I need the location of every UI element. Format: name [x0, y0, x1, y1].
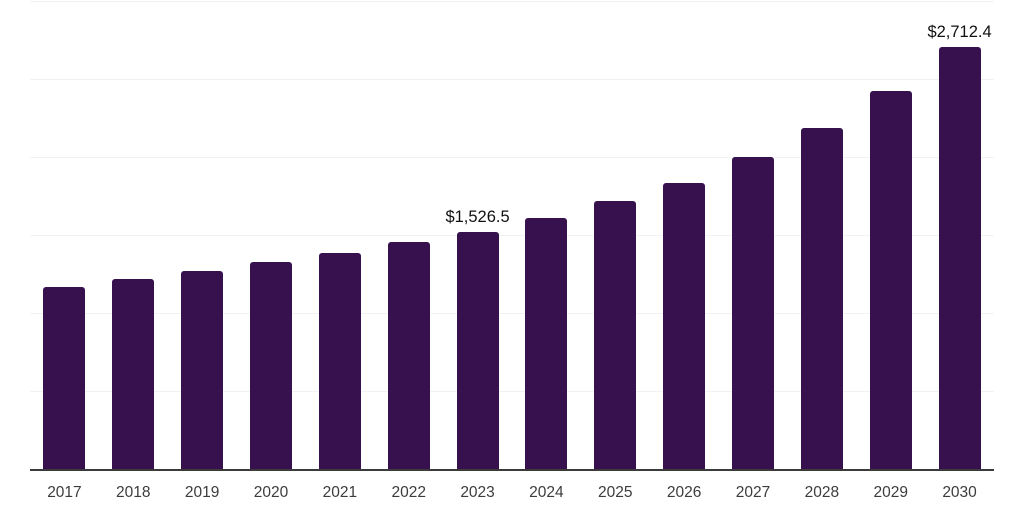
- gridline: [30, 235, 994, 236]
- bar-2023: [456, 231, 499, 470]
- x-axis-label-2026: 2026: [666, 484, 702, 501]
- x-axis-label-2022: 2022: [391, 484, 426, 501]
- gridline: [30, 157, 994, 158]
- gridline: [30, 391, 994, 392]
- x-axis: 2017 2018 2019 2020 2021 2022 2023 2024 2025 2026…: [30, 482, 994, 508]
- x-axis-label-2023: 2023: [460, 484, 495, 501]
- bar-2029: [869, 90, 912, 470]
- bar-2017: [43, 286, 86, 470]
- gridline: [30, 313, 994, 314]
- bar-2025: [594, 201, 637, 470]
- bar-2028: [800, 127, 843, 470]
- x-axis-line: [30, 469, 994, 471]
- plot-area: $1,526.5 $2,712.4: [30, 1, 994, 471]
- x-axis-label-2018: 2018: [116, 484, 151, 501]
- bar-2027: [732, 156, 774, 470]
- bar-2030: [938, 46, 981, 470]
- x-axis-label-2027: 2027: [735, 484, 771, 501]
- x-axis-label-2019: 2019: [184, 484, 220, 501]
- bar-2024: [525, 218, 568, 470]
- gridline: [30, 79, 994, 80]
- bar-2021: [318, 252, 361, 470]
- gridline: [30, 1, 994, 2]
- x-axis-label-2024: 2024: [529, 484, 564, 501]
- x-axis-label-2025: 2025: [598, 484, 633, 501]
- x-axis-label-2020: 2020: [253, 484, 289, 501]
- x-axis-label-2028: 2028: [804, 484, 840, 501]
- bar-2018: [112, 279, 155, 470]
- x-axis-label-2021: 2021: [322, 484, 358, 501]
- bar-2020: [250, 261, 292, 470]
- bar-2019: [181, 270, 224, 470]
- bar-value-label-2023: $1,526.5: [445, 207, 510, 226]
- bar-value-label-2030: $2,712.4: [927, 22, 992, 41]
- bar-2022: [387, 241, 430, 470]
- x-axis-label-2029: 2029: [873, 484, 908, 501]
- x-axis-label-2017: 2017: [47, 484, 82, 501]
- x-axis-label-2030: 2030: [942, 484, 977, 501]
- bar-2026: [663, 182, 706, 470]
